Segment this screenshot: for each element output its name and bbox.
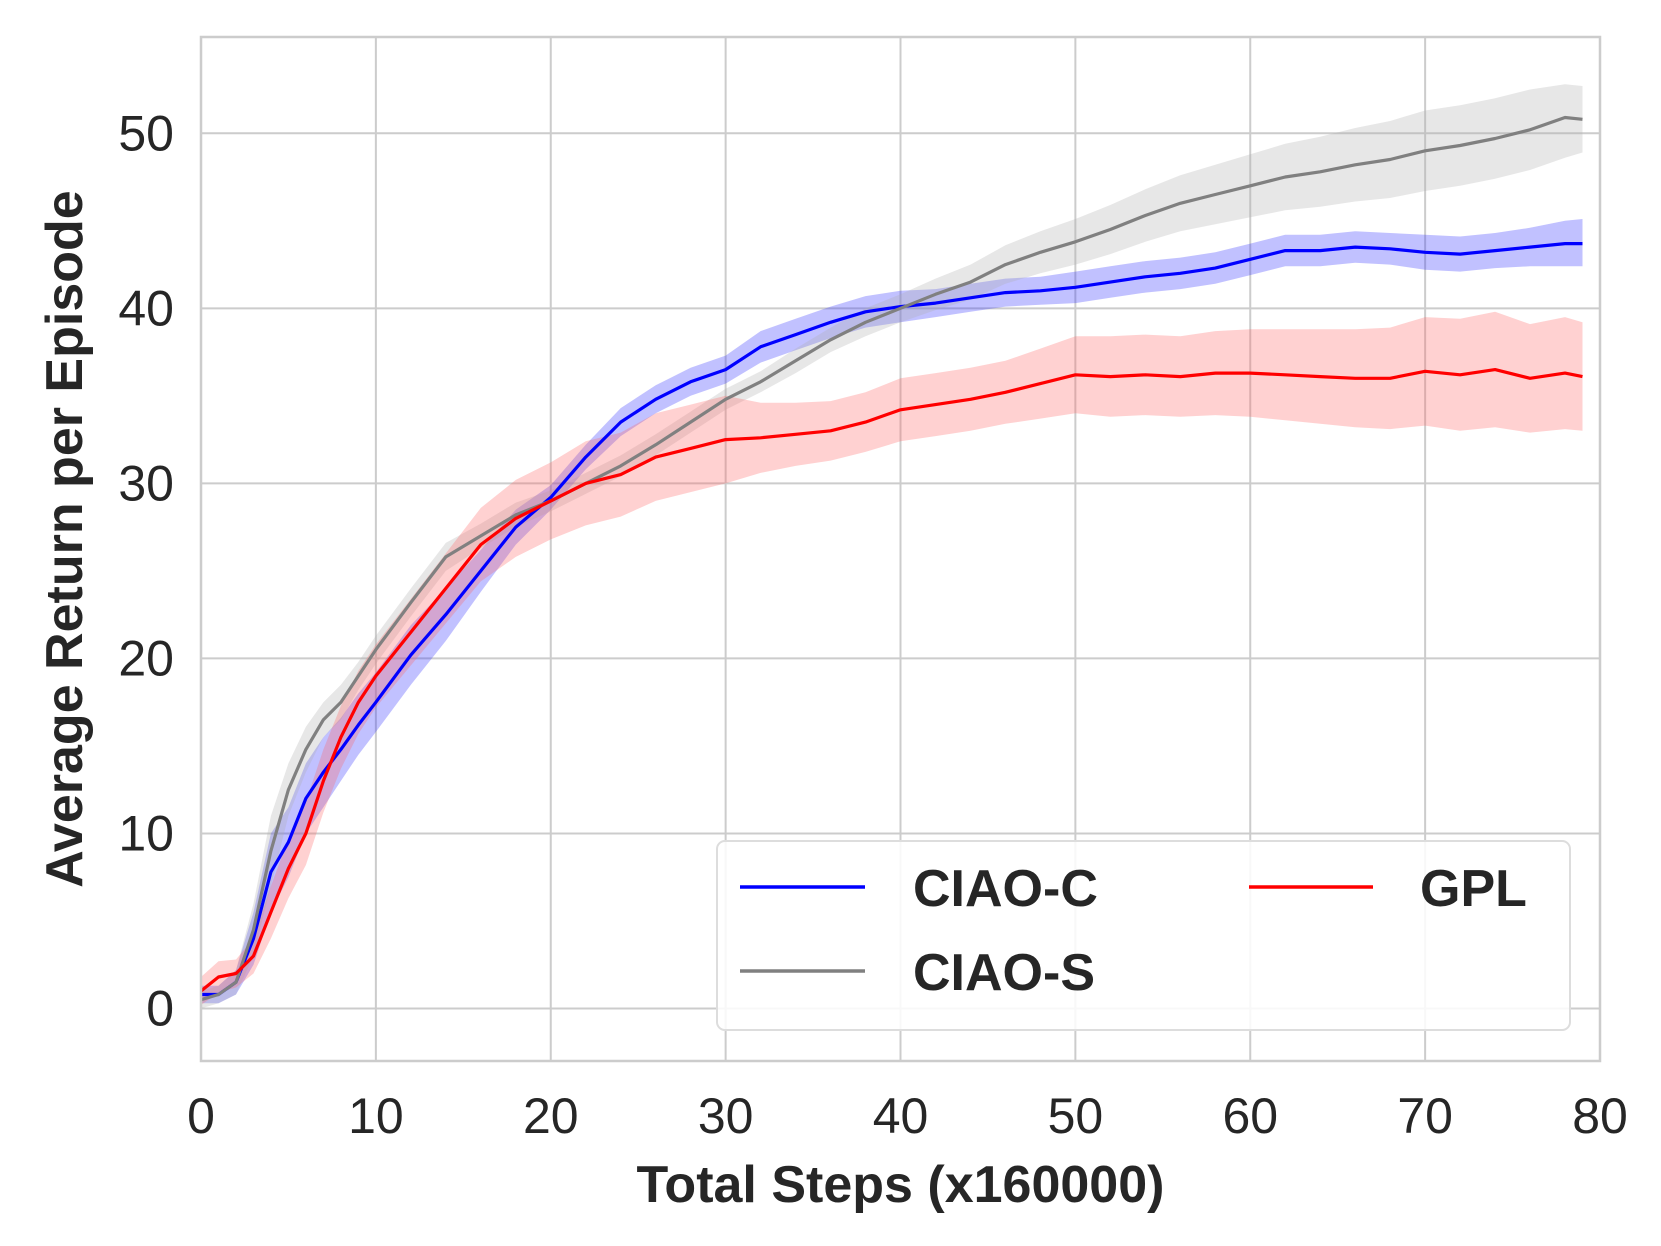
band-gpl [201, 311, 1583, 1005]
y-tick-label: 20 [118, 630, 174, 686]
x-tick-labels: 0 10 20 30 40 50 60 70 80 [187, 1088, 1628, 1144]
plot-frame [199, 35, 1602, 1063]
x-tick-label: 10 [348, 1088, 404, 1144]
y-tick-label: 10 [118, 805, 174, 861]
y-tick-label: 0 [146, 980, 174, 1036]
band-ciao-s [201, 84, 1583, 1009]
y-tick-label: 30 [118, 455, 174, 511]
x-tick-label: 40 [873, 1088, 929, 1144]
series-line-gpl [200, 368, 1583, 993]
confidence-bands [201, 84, 1583, 1009]
x-tick-label: 70 [1397, 1088, 1453, 1144]
x-tick-label: 80 [1572, 1088, 1628, 1144]
x-tick-label: 50 [1048, 1088, 1104, 1144]
y-axis-label: Average Return per Episode [36, 190, 94, 887]
legend: CIAO-C CIAO-S GPL [716, 840, 1571, 1031]
legend-label-ciao-s: CIAO-S [913, 944, 1095, 1002]
series-lines [200, 115, 1583, 1002]
legend-label-ciao-c: CIAO-C [913, 860, 1098, 918]
x-axis-label: Total Steps (x160000) [637, 1156, 1165, 1214]
x-tick-label: 0 [187, 1088, 215, 1144]
x-tick-label: 60 [1222, 1088, 1278, 1144]
legend-label-gpl: GPL [1420, 860, 1527, 918]
y-tick-label: 40 [118, 280, 174, 336]
x-tick-label: 20 [523, 1088, 579, 1144]
y-tick-labels: 0 10 20 30 40 50 [118, 105, 174, 1036]
series-line-ciao-s [200, 115, 1583, 1002]
y-tick-label: 50 [118, 105, 174, 161]
x-tick-label: 30 [698, 1088, 754, 1144]
